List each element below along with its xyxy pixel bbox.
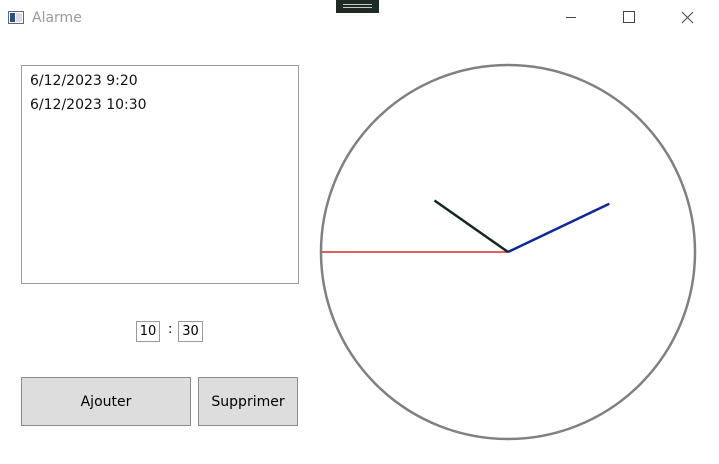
minutes-input[interactable] — [178, 321, 203, 342]
maximize-button[interactable] — [606, 0, 652, 34]
title-bar: Alarme — [0, 0, 719, 36]
hours-input[interactable] — [136, 321, 160, 342]
close-icon — [681, 11, 693, 23]
time-separator: : — [168, 322, 173, 337]
alarm-list-item[interactable]: 6/12/2023 10:30 — [30, 97, 147, 113]
drag-handle[interactable] — [336, 0, 379, 13]
window-title: Alarme — [32, 10, 82, 26]
alarm-list[interactable]: 6/12/2023 9:20 6/12/2023 10:30 — [21, 65, 299, 284]
minimize-button[interactable] — [548, 0, 594, 34]
close-button[interactable] — [664, 0, 710, 34]
analog-clock — [319, 63, 697, 441]
app-icon — [8, 11, 24, 24]
maximize-icon — [623, 11, 635, 23]
minute-hand — [507, 202, 610, 254]
remove-button[interactable]: Supprimer — [198, 377, 298, 426]
add-button[interactable]: Ajouter — [21, 377, 191, 426]
minimize-icon — [566, 17, 576, 18]
alarm-list-item[interactable]: 6/12/2023 9:20 — [30, 73, 138, 89]
hour-hand — [433, 199, 509, 254]
